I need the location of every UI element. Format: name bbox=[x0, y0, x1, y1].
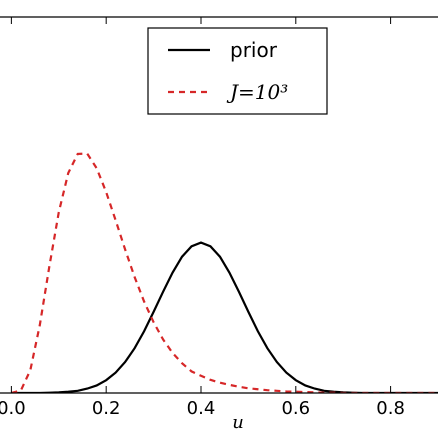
x-tick-label: 0.0 bbox=[0, 398, 26, 419]
legend-label: J=10³ bbox=[226, 80, 288, 104]
x-tick-label: 0.2 bbox=[92, 398, 121, 419]
legend-frame bbox=[147, 27, 328, 115]
plot-area bbox=[11, 152, 438, 393]
x-tick-label: 0.4 bbox=[187, 398, 216, 419]
x-tick-label: 0.8 bbox=[376, 398, 405, 419]
series-line bbox=[11, 152, 438, 393]
x-axis-label: u bbox=[232, 412, 244, 433]
x-tick-label: 0.6 bbox=[281, 398, 310, 419]
series-line bbox=[11, 241, 438, 393]
legend: prior J=10³ bbox=[147, 27, 328, 115]
legend-label: prior bbox=[230, 38, 278, 62]
